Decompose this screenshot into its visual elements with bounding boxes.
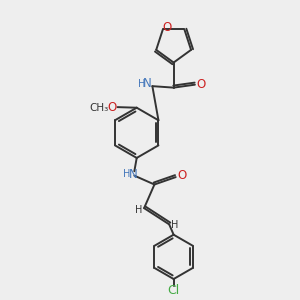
- Text: O: O: [163, 21, 172, 34]
- Text: CH₃: CH₃: [89, 103, 109, 113]
- Text: N: N: [143, 77, 152, 90]
- Text: H: H: [139, 79, 146, 89]
- Text: O: O: [108, 100, 117, 114]
- Text: O: O: [177, 169, 186, 182]
- Text: Cl: Cl: [167, 284, 180, 297]
- Text: H: H: [135, 205, 142, 214]
- Text: H: H: [123, 169, 130, 179]
- Text: H: H: [171, 220, 178, 230]
- Text: O: O: [197, 78, 206, 91]
- Text: N: N: [129, 168, 137, 181]
